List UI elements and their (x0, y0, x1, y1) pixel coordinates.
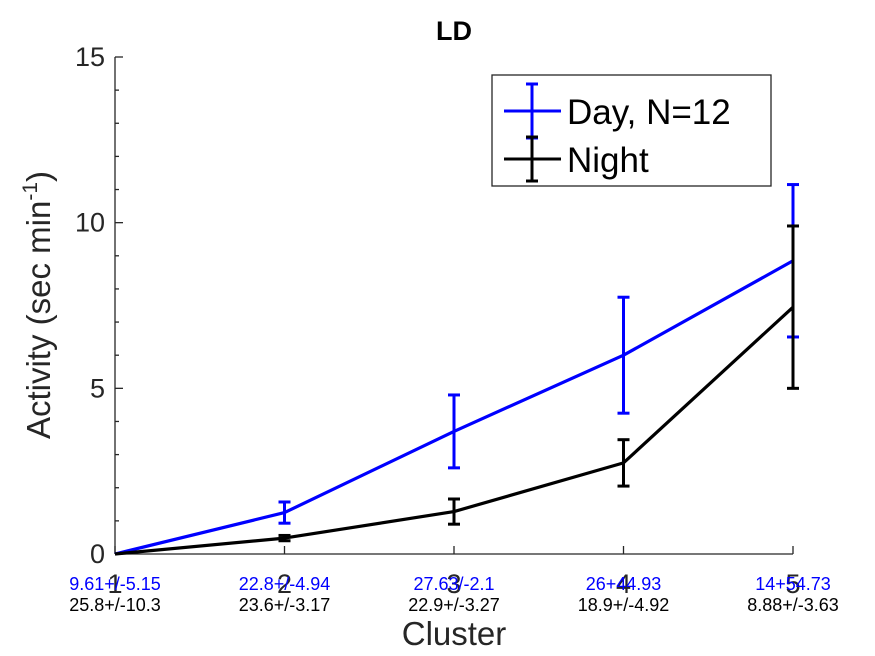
legend-day-label: Day, N=12 (567, 93, 731, 132)
night-annotation: 18.9+/-4.92 (578, 595, 670, 615)
legend-night-label: Night (567, 141, 649, 180)
axis-ticks (114, 56, 794, 555)
x-tick-label: 5 (785, 569, 800, 599)
x-tick-label: 4 (616, 569, 631, 599)
night-annotation: 22.9+/-3.27 (408, 595, 500, 615)
night-annotation: 25.8+/-10.3 (69, 595, 161, 615)
x-axis-label: Cluster (402, 615, 507, 652)
day-annotation: 9.61+/-5.15 (69, 574, 161, 594)
y-axis-label-main: Activity (sec min (20, 201, 57, 439)
day-annotation: 27.63/-2.1 (413, 574, 494, 594)
y-tick-label: 5 (90, 373, 105, 403)
y-axis-label-close: ) (20, 171, 57, 182)
legend-entry-night: Night (504, 135, 649, 183)
annotation-layer: 9.61+/-5.15 22.8+/-4.94 27.63/-2.1 26+44.93… (69, 574, 839, 615)
legend-box (491, 74, 772, 187)
axis-tick-labels: 0 5 10 15 1 2 3 4 5 (75, 42, 801, 599)
y-tick-label: 10 (75, 208, 105, 238)
x-tick-label: 1 (107, 569, 122, 599)
series-layer (114, 183, 799, 556)
day-annotation: 14+54.73 (755, 574, 831, 594)
y-axis-label-superscript: -1 (19, 182, 42, 201)
x-tick-label: 2 (277, 569, 292, 599)
chart-title: LD (436, 16, 472, 46)
y-tick-label: 0 (90, 539, 105, 569)
x-tick-label: 3 (446, 569, 461, 599)
night-annotation: 23.6+/-3.17 (239, 595, 331, 615)
y-tick-label: 15 (75, 42, 105, 72)
legend: Day, N=12 Night (491, 74, 772, 187)
night-annotation: 8.88+/-3.63 (747, 595, 839, 615)
day-annotation: 22.8+/-4.94 (239, 574, 331, 594)
y-axis-label: Activity (sec min-1) (19, 171, 57, 439)
day-annotation: 26+44.93 (586, 574, 662, 594)
